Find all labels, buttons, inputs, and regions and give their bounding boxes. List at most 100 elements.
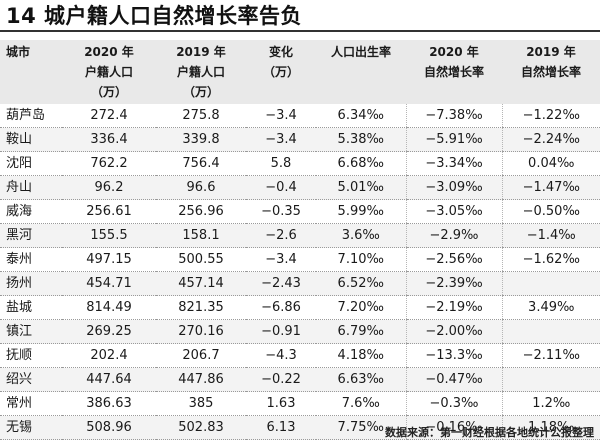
table-row: 绍兴 447.64 447.86 −0.22 6.63‰ −0.47‰ bbox=[0, 367, 600, 392]
table-cell: 821.35 bbox=[156, 295, 246, 320]
city-name-cell: 泰州 bbox=[0, 247, 62, 272]
city-name-cell: 盐城 bbox=[0, 295, 62, 320]
column-header-line: 2020 年 bbox=[84, 45, 134, 59]
table-cell: 447.86 bbox=[156, 367, 246, 392]
column-header-line: 户籍人口 bbox=[84, 65, 133, 79]
table-cell: 386.63 bbox=[62, 391, 156, 416]
city-name-cell: 绍兴 bbox=[0, 367, 62, 392]
table-cell: 96.2 bbox=[62, 175, 156, 200]
column-header: 人口出生率 bbox=[316, 40, 406, 104]
column-header-line: 自然增长率 bbox=[423, 65, 484, 79]
city-name-cell: 葫芦岛 bbox=[0, 104, 62, 128]
table-cell: −2.39‰ bbox=[405, 271, 502, 296]
source-note: 数据来源：第一财经根据各地统计公报整理 bbox=[385, 426, 594, 439]
table-cell: 762.2 bbox=[62, 151, 156, 176]
table-cell: −0.91 bbox=[246, 319, 316, 344]
column-header: 城市 bbox=[0, 40, 62, 104]
table-cell: −2.43 bbox=[246, 271, 316, 296]
city-name-cell: 舟山 bbox=[0, 175, 62, 200]
column-header: 2020 年自然增长率 bbox=[406, 40, 502, 104]
table-row: 盐城 814.49 821.35 −6.86 7.20‰ −2.19‰ 3.49‰ bbox=[0, 295, 600, 320]
table-cell: −0.47‰ bbox=[405, 367, 502, 392]
column-header-line: 2019 年 bbox=[526, 45, 576, 59]
table-cell: −3.34‰ bbox=[405, 151, 502, 176]
table-row: 镇江 269.25 270.16 −0.91 6.79‰ −2.00‰ bbox=[0, 319, 600, 344]
city-name-cell: 沈阳 bbox=[0, 151, 62, 176]
table-cell: −7.38‰ bbox=[405, 104, 502, 128]
table-cell: −0.3‰ bbox=[405, 391, 502, 416]
table-cell: −1.22‰ bbox=[501, 104, 600, 128]
column-header-line: （万） bbox=[90, 85, 127, 99]
table-cell: −3.09‰ bbox=[405, 175, 502, 200]
column-header: 2019 年户籍人口 （万） bbox=[156, 40, 246, 104]
table-cell: −2.56‰ bbox=[405, 247, 502, 272]
table-cell: −3.05‰ bbox=[405, 199, 502, 224]
table-cell: 500.55 bbox=[156, 247, 246, 272]
table-cell: 508.96 bbox=[62, 415, 156, 440]
table-cell: 454.71 bbox=[62, 271, 156, 296]
city-name-cell: 威海 bbox=[0, 199, 62, 224]
table-cell: −0.22 bbox=[246, 367, 316, 392]
table-cell: −4.3 bbox=[246, 343, 316, 368]
table-cell: −2.9‰ bbox=[405, 223, 502, 248]
table-cell: 158.1 bbox=[156, 223, 246, 248]
table-cell: 339.8 bbox=[156, 127, 246, 152]
table-cell: −2.24‰ bbox=[501, 127, 600, 152]
column-header-line: 2019 年 bbox=[176, 45, 226, 59]
column-header-line: 人口出生率 bbox=[330, 45, 391, 59]
table-cell: 5.38‰ bbox=[316, 127, 406, 152]
column-header-line: 城市 bbox=[6, 45, 31, 59]
page-title: 14 城户籍人口自然增长率告负 bbox=[6, 4, 303, 28]
table-cell: −2.6 bbox=[246, 223, 316, 248]
table-cell: 1.2‰ bbox=[501, 391, 600, 416]
table-cell: 1.63 bbox=[246, 391, 316, 416]
table-body: 葫芦岛 272.4 275.8 −3.4 6.34‰ −7.38‰ −1.22‰ 鞍山 336.… bbox=[0, 104, 600, 440]
table-cell: 497.15 bbox=[62, 247, 156, 272]
column-header-line: 自然增长率 bbox=[520, 65, 581, 79]
table-cell: 5.8 bbox=[246, 151, 316, 176]
table-cell: 3.6‰ bbox=[316, 223, 406, 248]
table-cell: 7.10‰ bbox=[316, 247, 406, 272]
column-header-line: （万） bbox=[182, 85, 219, 99]
table-cell: 269.25 bbox=[62, 319, 156, 344]
table-cell: −2.19‰ bbox=[405, 295, 502, 320]
column-header: 2019 年自然增长率 bbox=[502, 40, 600, 104]
table-cell: −3.4 bbox=[246, 127, 316, 152]
table-cell: −0.35 bbox=[246, 199, 316, 224]
table-cell: 814.49 bbox=[62, 295, 156, 320]
column-header: 2020 年户籍人口 （万） bbox=[62, 40, 156, 104]
city-name-cell: 镇江 bbox=[0, 319, 62, 344]
table-cell: 7.6‰ bbox=[316, 391, 406, 416]
column-header: 变化 （万） bbox=[246, 40, 316, 104]
city-name-cell: 常州 bbox=[0, 391, 62, 416]
table-cell: 6.52‰ bbox=[316, 271, 406, 296]
table-cell: 4.18‰ bbox=[316, 343, 406, 368]
table-cell: −3.4 bbox=[246, 104, 316, 128]
table-cell: 206.7 bbox=[156, 343, 246, 368]
table-row: 无锡 508.96 502.83 6.13 7.75‰ −0.16‰ 1.18‰ bbox=[0, 415, 600, 440]
table-cell: −0.4 bbox=[246, 175, 316, 200]
table-cell: 256.61 bbox=[62, 199, 156, 224]
data-table: 城市 2020 年户籍人口 （万） 2019 年户籍人口 （万） 变化 （万） 人口出生率 20… bbox=[0, 40, 600, 440]
table-cell: −2.11‰ bbox=[501, 343, 600, 368]
table-cell: 270.16 bbox=[156, 319, 246, 344]
table-cell: 447.64 bbox=[62, 367, 156, 392]
table-row: 黑河 155.5 158.1 −2.6 3.6‰ −2.9‰ −1.4‰ bbox=[0, 223, 600, 248]
table-row: 扬州 454.71 457.14 −2.43 6.52‰ −2.39‰ bbox=[0, 271, 600, 296]
table-cell: −1.62‰ bbox=[501, 247, 600, 272]
table-row: 威海 256.61 256.96 −0.35 5.99‰ −3.05‰ −0.50‰ bbox=[0, 199, 600, 224]
column-header-line: 变化 bbox=[268, 45, 293, 59]
table-row: 鞍山 336.4 339.8 −3.4 5.38‰ −5.91‰ −2.24‰ bbox=[0, 127, 600, 152]
table-cell: 6.34‰ bbox=[316, 104, 406, 128]
table-cell: 202.4 bbox=[62, 343, 156, 368]
table-cell: 1.18‰ bbox=[501, 415, 600, 440]
table-cell: 5.01‰ bbox=[316, 175, 406, 200]
city-name-cell: 抚顺 bbox=[0, 343, 62, 368]
table-cell: 0.04‰ bbox=[501, 151, 600, 176]
city-name-cell: 黑河 bbox=[0, 223, 62, 248]
table-cell: 385 bbox=[156, 391, 246, 416]
table-cell: 3.49‰ bbox=[501, 295, 600, 320]
table-row: 舟山 96.2 96.6 −0.4 5.01‰ −3.09‰ −1.47‰ bbox=[0, 175, 600, 200]
table-cell: 7.75‰ bbox=[316, 415, 406, 440]
